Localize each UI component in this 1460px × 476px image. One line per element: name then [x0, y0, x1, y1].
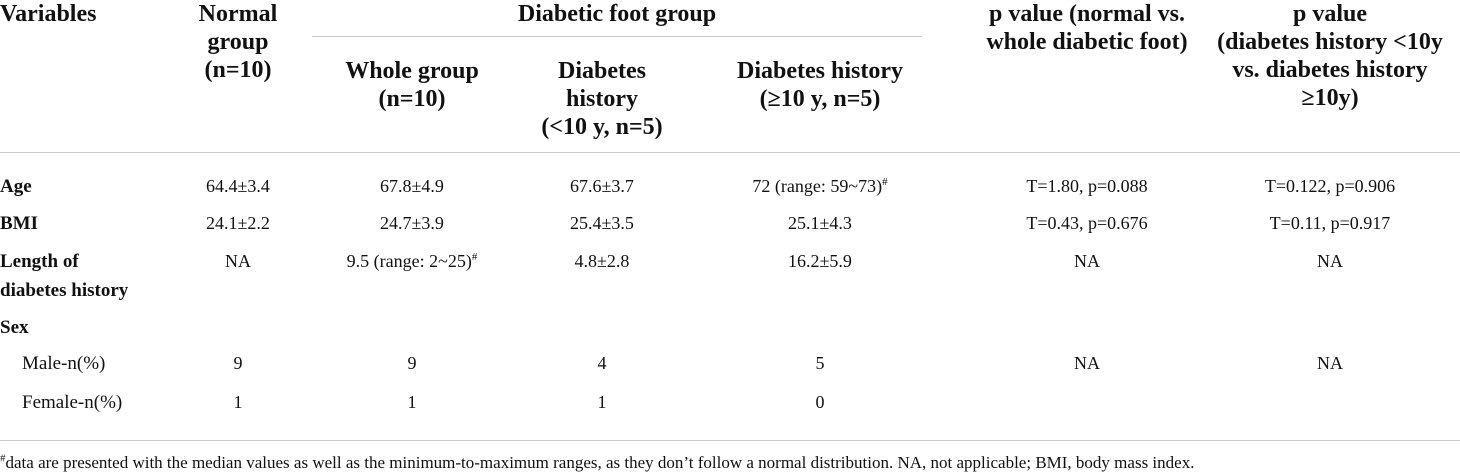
row-label-sex: Sex — [0, 317, 29, 338]
cell-male-p1: NA — [1074, 353, 1100, 373]
header-bottom-rule — [0, 152, 1460, 153]
cell-bmi-p1: T=0.43, p=0.676 — [1026, 213, 1148, 233]
cell-length-ge10: 16.2±5.9 — [788, 251, 852, 271]
header-normal-group: Normal group (n=10) — [198, 1, 278, 83]
cell-length-p1: NA — [1074, 251, 1100, 271]
cell-bmi-ge10: 25.1±4.3 — [788, 213, 852, 233]
cell-male-normal: 9 — [233, 353, 243, 373]
cell-bmi-whole: 24.7±3.9 — [380, 213, 444, 233]
cell-bmi-p2: T=0.11, p=0.917 — [1269, 213, 1391, 233]
row-label-female: Female-n(%) — [22, 392, 123, 413]
cell-age-p2: T=0.122, p=0.906 — [1264, 176, 1396, 196]
cell-bmi-lt10: 25.4±3.5 — [570, 213, 634, 233]
cell-length-normal: NA — [225, 251, 251, 271]
cell-age-whole: 67.8±4.9 — [380, 176, 444, 196]
cell-female-lt10: 1 — [597, 392, 607, 412]
cell-male-whole: 9 — [407, 353, 417, 373]
header-p-diabetes-history: p value (diabetes history <10y vs. diabe… — [1217, 1, 1443, 111]
header-variables: Variables — [0, 1, 97, 27]
row-label-bmi: BMI — [0, 213, 38, 234]
header-diabetes-history-ge10: Diabetes history (≥10 y, n=5) — [737, 58, 903, 112]
header-diabetes-history-lt10: Diabetes history (<10 y, n=5) — [541, 58, 663, 140]
cell-age-lt10: 67.6±3.7 — [570, 176, 634, 196]
table-bottom-rule — [0, 440, 1460, 441]
cell-age-ge10: 72 (range: 59~73)# — [752, 176, 888, 196]
cell-female-ge10: 0 — [815, 392, 825, 412]
cell-male-ge10: 5 — [815, 353, 825, 373]
cell-bmi-normal: 24.1±2.2 — [206, 213, 270, 233]
footnote-mark: # — [0, 452, 6, 465]
footnote-mark: # — [471, 251, 478, 263]
cell-male-p2: NA — [1317, 353, 1343, 373]
cell-length-whole: 9.5 (range: 2~25)# — [346, 251, 478, 271]
cell-age-normal: 64.4±3.4 — [206, 176, 270, 196]
row-label-length: Length of diabetes history — [0, 251, 129, 301]
cell-age-p1: T=1.80, p=0.088 — [1026, 176, 1148, 196]
cell-female-normal: 1 — [233, 392, 243, 412]
cell-length-lt10: 4.8±2.8 — [574, 251, 630, 271]
cell-male-lt10: 4 — [597, 353, 607, 373]
header-whole-group: Whole group (n=10) — [345, 58, 479, 112]
footnote: #data are presented with the median valu… — [0, 452, 1195, 472]
row-label-age: Age — [0, 176, 32, 197]
header-diabetic-foot-group: Diabetic foot group — [517, 1, 717, 27]
header-subrule — [312, 36, 922, 37]
cell-length-p2: NA — [1317, 251, 1343, 271]
footnote-mark: # — [882, 176, 888, 188]
cell-female-whole: 1 — [407, 392, 417, 412]
row-label-male: Male-n(%) — [22, 353, 106, 374]
header-p-normal-vs-whole: p value (normal vs. whole diabetic foot) — [986, 1, 1188, 55]
